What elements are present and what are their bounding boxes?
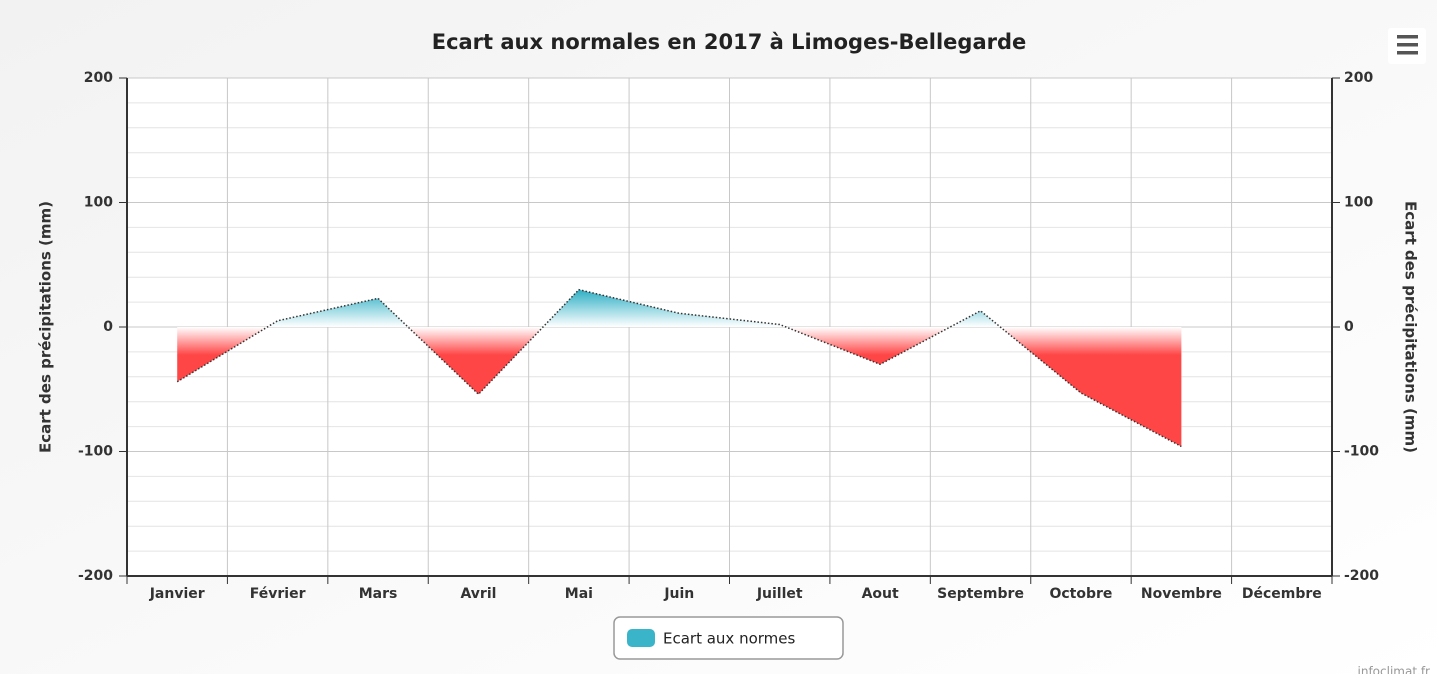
menu-bar [1397, 35, 1418, 39]
y-tick-label: 0 [103, 319, 113, 335]
x-tick-label: Février [250, 586, 306, 602]
x-tick-label: Décembre [1242, 586, 1322, 602]
x-tick-label: Avril [460, 586, 496, 602]
x-tick-label: Juillet [756, 586, 803, 602]
credit: infoclimat.fr [1358, 665, 1431, 674]
y2-tick-label: 0 [1344, 319, 1354, 335]
menu-button[interactable] [1388, 28, 1426, 64]
area-fill-positive [177, 289, 1182, 327]
x-tick-label: Aout [862, 586, 899, 602]
y2-axis-title: Ecart des précipitations (mm) [1402, 201, 1420, 453]
chart-title: Ecart aux normales en 2017 à Limoges-Bel… [432, 30, 1027, 54]
y-tick-label: -200 [78, 568, 113, 584]
menu-bar [1397, 51, 1418, 55]
legend-swatch [627, 629, 655, 647]
x-tick-label: Novembre [1141, 586, 1222, 602]
legend-box [613, 616, 844, 660]
menu-bar [1397, 43, 1418, 47]
series-line [176, 288, 1182, 448]
y-tick-label: -100 [78, 444, 113, 460]
y-tick-label: 100 [84, 195, 113, 211]
x-tick-label: Janvier [149, 586, 205, 602]
x-tick-label: Mars [359, 586, 398, 602]
y2-tick-label: -100 [1344, 444, 1379, 460]
y2-tick-label: 100 [1344, 195, 1373, 211]
x-tick-label: Octobre [1049, 586, 1112, 602]
y-tick-label: 200 [84, 70, 113, 86]
y-axis-title: Ecart des précipitations (mm) [37, 201, 55, 453]
x-tick-label: Juin [663, 586, 694, 602]
y2-tick-label: -200 [1344, 568, 1379, 584]
legend-label: Ecart aux normes [663, 630, 796, 648]
area-fill-negative [177, 327, 1182, 447]
legend[interactable]: Ecart aux normes [613, 616, 844, 660]
x-tick-label: Mai [565, 586, 593, 602]
y2-tick-label: 200 [1344, 70, 1373, 86]
x-tick-label: Septembre [937, 586, 1024, 602]
